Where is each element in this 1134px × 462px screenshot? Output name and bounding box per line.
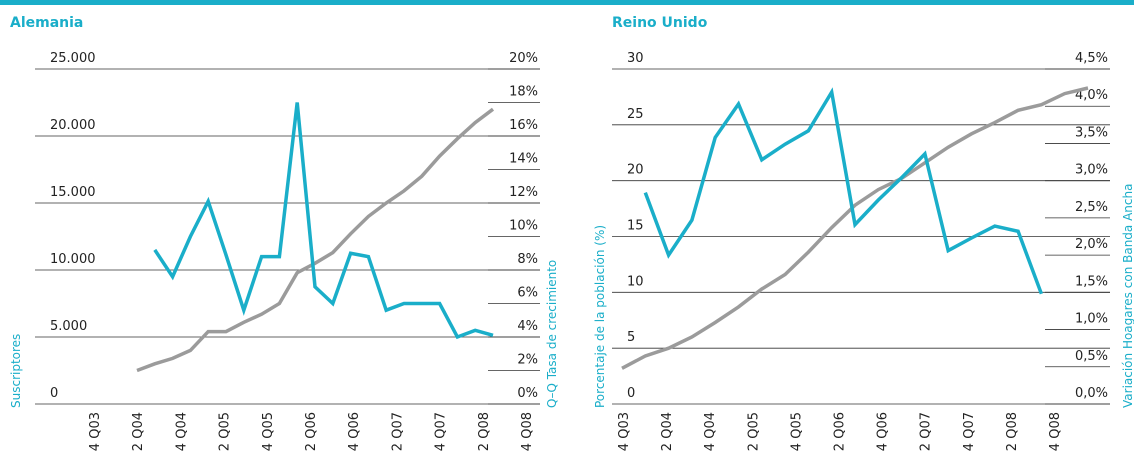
series-line xyxy=(153,102,494,340)
y2-tick-label: 0% xyxy=(517,386,538,401)
chart-title: Reino Unido xyxy=(612,15,708,31)
x-tick-label: 4 Q07 xyxy=(434,412,449,451)
series-line xyxy=(621,86,1089,370)
series-line xyxy=(136,107,495,373)
y-tick-label: 20.000 xyxy=(50,118,96,133)
y2-tick-label: 0,5% xyxy=(1075,349,1108,364)
y-tick-label: 0 xyxy=(627,386,635,401)
x-tick-label: 2 Q04 xyxy=(131,412,146,451)
y2-tick-label: 18% xyxy=(509,85,538,100)
y-tick-label: 15 xyxy=(627,219,644,234)
y2-tick-label: 3,5% xyxy=(1075,125,1108,140)
x-tick-label: 4 Q07 xyxy=(962,412,977,451)
x-tick-label: 4 Q03 xyxy=(617,412,632,451)
y2-tick-label: 4,5% xyxy=(1075,51,1108,66)
y2-tick-label: 1,5% xyxy=(1075,274,1108,289)
y2-tick-label: 4% xyxy=(517,319,538,334)
x-tick-label: 2 Q04 xyxy=(660,412,675,451)
x-tick-label: 2 Q07 xyxy=(390,412,405,451)
x-tick-label: 4 Q03 xyxy=(88,412,103,451)
y-tick-label: 5.000 xyxy=(50,319,87,334)
y-tick-label: 10.000 xyxy=(50,252,96,267)
y2-tick-label: 2% xyxy=(517,353,538,368)
y2-tick-label: 1,0% xyxy=(1075,312,1108,327)
y2-tick-label: 20% xyxy=(509,51,538,66)
y2-tick-label: 10% xyxy=(509,219,538,234)
y2-tick-label: 2,0% xyxy=(1075,237,1108,252)
x-tick-label: 4 Q08 xyxy=(1048,412,1063,451)
x-tick-label: 4 Q08 xyxy=(520,412,535,451)
x-tick-label: 4 Q06 xyxy=(347,412,362,451)
y2-tick-label: 12% xyxy=(509,185,538,200)
x-tick-label: 4 Q05 xyxy=(789,412,804,451)
y-tick-label: 25.000 xyxy=(50,51,96,66)
y-axis-label: Porcentaje de la población (%) xyxy=(593,225,607,408)
y2-axis-label: Variación Hoagares con Banda Ancha xyxy=(1121,184,1134,408)
y2-axis-label: Q–Q Tasa de crecimiento xyxy=(545,260,559,408)
x-tick-label: 2 Q06 xyxy=(833,412,848,451)
y-tick-label: 20 xyxy=(627,163,644,178)
x-tick-label: 4 Q04 xyxy=(174,412,189,451)
x-tick-label: 4 Q06 xyxy=(876,412,891,451)
y-tick-label: 10 xyxy=(627,274,644,289)
y2-tick-label: 4,0% xyxy=(1075,88,1108,103)
y2-tick-label: 2,5% xyxy=(1075,200,1108,215)
y-tick-label: 25 xyxy=(627,107,644,122)
y-tick-label: 30 xyxy=(627,51,644,66)
x-tick-label: 2 Q05 xyxy=(746,412,761,451)
x-tick-label: 2 Q06 xyxy=(304,412,319,451)
x-tick-label: 2 Q08 xyxy=(1005,412,1020,451)
y-axis-label: Suscriptores xyxy=(9,334,23,408)
y2-tick-label: 14% xyxy=(509,152,538,167)
x-tick-label: 2 Q05 xyxy=(218,412,233,451)
y-tick-label: 0 xyxy=(50,386,58,401)
y-tick-label: 5 xyxy=(627,330,635,345)
y2-tick-label: 3,0% xyxy=(1075,163,1108,178)
y2-tick-label: 8% xyxy=(517,252,538,267)
x-tick-label: 4 Q04 xyxy=(703,412,718,451)
x-tick-label: 2 Q08 xyxy=(477,412,492,451)
y-tick-label: 15.000 xyxy=(50,185,96,200)
series-line xyxy=(643,87,1044,295)
chart-title: Alemania xyxy=(10,15,83,31)
y2-tick-label: 0,0% xyxy=(1075,386,1108,401)
x-tick-label: 2 Q07 xyxy=(919,412,934,451)
top-band xyxy=(0,0,1134,5)
y2-tick-label: 6% xyxy=(517,286,538,301)
x-tick-label: 4 Q05 xyxy=(261,412,276,451)
y2-tick-label: 16% xyxy=(509,118,538,133)
